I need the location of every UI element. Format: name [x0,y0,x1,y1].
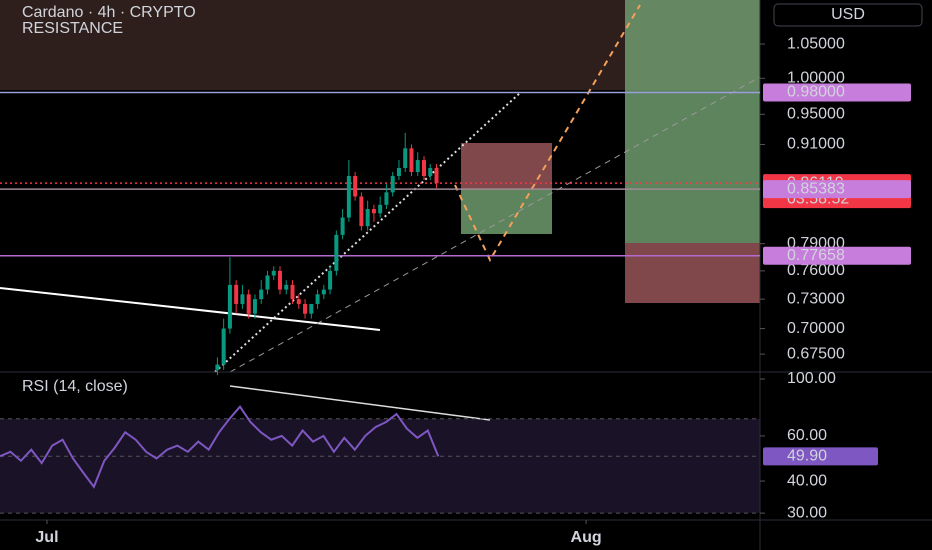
short-stop-box [461,143,552,189]
candle-body [321,289,326,295]
candle-body [403,148,408,168]
candle-body [378,204,383,214]
dashed-trendline [229,76,761,373]
candle-body [240,294,245,304]
candle-body [221,328,226,365]
price-label: 0.77658 [787,247,845,264]
rsi-title: RSI (14, close) [22,378,128,395]
currency[interactable]: USD [831,6,865,23]
chart-title: Cardano · 4h · CRYPTO [22,4,196,21]
candle-body [252,299,257,314]
candle-body [315,294,320,304]
y-tick-label: 0.73000 [787,290,845,307]
candle-body [396,167,401,177]
price-label: 0.85383 [787,180,845,197]
projection-path [454,4,641,263]
candle-body [246,294,251,314]
y-tick-label: 0.95000 [787,105,845,122]
candle-body [271,270,276,276]
candle-body [422,160,426,177]
price-label: 0.98000 [787,84,845,101]
candle-body [278,270,282,290]
candle-body [365,209,370,227]
price-label-box [763,246,911,265]
candle-body [415,160,420,172]
y-tick-label: 60.00 [787,427,827,444]
candle-body [340,217,345,235]
candle-body [234,284,239,304]
candle-body [328,270,333,290]
long-target-box [625,0,760,243]
candle-body [409,148,414,172]
candle-body [371,209,376,214]
candle-body [346,176,351,218]
y-tick-label: 0.76000 [787,262,845,279]
price-label-box [763,180,911,199]
y-tick-label: 100.00 [787,370,836,387]
rsi-band [0,419,760,513]
rsi-value-label: 49.90 [787,448,827,465]
y-tick-label: 1.05000 [787,35,845,52]
price-label-box [763,83,911,102]
x-tick-label: Jul [35,529,58,546]
y-tick-label: 0.67500 [787,345,845,362]
candle-body [215,364,220,370]
y-tick-label: 1.00000 [787,69,845,86]
candle-body [390,176,395,193]
candle-body [353,176,358,197]
y-tick-label: 30.00 [787,504,827,521]
candle-body [428,167,433,177]
candle-body [290,284,295,300]
rsi-line [0,405,440,489]
y-tick-label: 0.91000 [787,136,845,153]
x-tick-label: Aug [571,529,602,546]
candle-body [434,167,439,184]
candle-body [284,284,289,290]
candle-body [309,303,314,314]
y-tick-label: 0.70000 [787,320,845,337]
long-stop-box [625,243,760,303]
candle-body [265,275,270,290]
dotted-trendline [214,92,521,373]
rsi-trendline [229,385,491,421]
trendline [0,287,381,331]
candle-body [227,284,232,329]
candle-body [359,196,364,227]
candle-body [303,303,308,314]
candle-body [334,234,339,271]
currency-box[interactable] [773,3,923,27]
candle-body [384,192,389,205]
annotation: RESISTANCE [22,20,123,37]
rsi-value-box [763,447,878,466]
candle-body [296,299,301,304]
y-tick-label: 40.00 [787,472,827,489]
candle-body [259,289,264,300]
short-target-box [461,189,552,234]
